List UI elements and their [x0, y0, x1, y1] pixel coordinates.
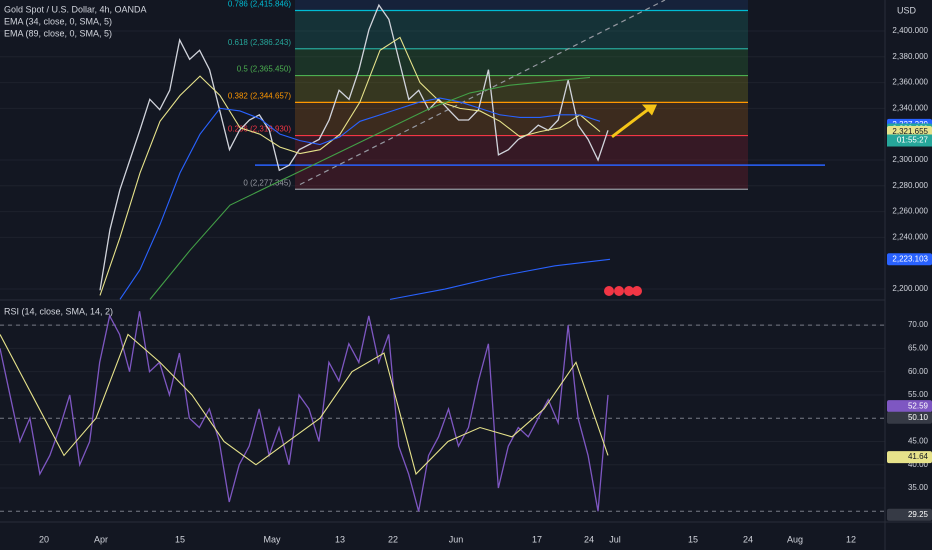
y-tick-label: 2,300.000	[892, 155, 928, 164]
x-tick-label: Aug	[787, 534, 803, 544]
arrow	[611, 108, 649, 138]
y-tick-label: 2,340.000	[892, 103, 928, 112]
rsi-title: RSI (14, close, SMA, 14, 2)	[4, 306, 113, 316]
fib-label: 0 (2,277.345)	[243, 178, 291, 187]
y-tick-label: 2,200.000	[892, 284, 928, 293]
series-line	[389, 258, 611, 300]
fib-zone	[295, 75, 748, 103]
x-tick-label: 13	[335, 534, 345, 544]
fib-label: 0.618 (2,386.243)	[228, 38, 291, 47]
fib-label: 0.5 (2,365.450)	[237, 65, 292, 74]
y-tick-label: 2,240.000	[892, 233, 928, 242]
x-tick-label: 12	[846, 534, 856, 544]
y-tick-label: 45.00	[908, 437, 929, 446]
price-badge-label: 29.25	[908, 510, 929, 519]
countdown-badge	[887, 134, 932, 147]
price-badge	[887, 400, 932, 413]
price-badge-label: 52.59	[908, 401, 929, 410]
x-tick-label: Jun	[449, 534, 464, 544]
series-line	[149, 76, 591, 300]
x-tick-label: 24	[584, 534, 594, 544]
price-badge-label: 2,321.655	[892, 127, 928, 136]
y-tick-label: 35.00	[908, 483, 929, 492]
price-badge	[887, 508, 932, 521]
event-icons[interactable]	[604, 286, 642, 296]
y-tick-label: 2,380.000	[892, 52, 928, 61]
fib-label: 0.786 (2,415.846)	[228, 0, 291, 9]
y-tick-label: 70.00	[908, 320, 929, 329]
price-badge-label: 50.10	[908, 413, 929, 422]
x-tick-label: 15	[175, 534, 185, 544]
x-tick-label: Apr	[94, 534, 108, 544]
legend-ema34: EMA (34, close, 0, SMA, 5)	[4, 16, 112, 26]
y-tick-label: 65.00	[908, 344, 929, 353]
symbol-title: Gold Spot / U.S. Dollar, 4h, OANDA	[4, 4, 147, 14]
series-line	[0, 333, 609, 476]
x-tick-label: 15	[688, 534, 698, 544]
series-line	[99, 36, 601, 296]
x-tick-label: 20	[39, 534, 49, 544]
price-badge	[887, 411, 932, 424]
fib-top-zone	[295, 0, 748, 11]
price-badge-label: 2,223.103	[892, 254, 928, 263]
fib-zone	[295, 48, 748, 76]
series-line	[99, 3, 609, 291]
fib-label: 0.236 (2,318.930)	[228, 125, 291, 134]
y-tick-label: 2,260.000	[892, 207, 928, 216]
x-tick-label: 24	[743, 534, 753, 544]
fib-zone	[295, 102, 748, 136]
x-tick-label: 22	[388, 534, 398, 544]
y-tick-label: 55.00	[908, 390, 929, 399]
y-tick-label: 2,360.000	[892, 78, 928, 87]
series-line	[119, 97, 601, 300]
countdown: 01:55:27	[897, 136, 929, 145]
price-badge	[887, 253, 932, 266]
price-badge-label: 41.64	[908, 452, 929, 461]
fib-label: 0.382 (2,344.657)	[228, 91, 291, 100]
currency[interactable]: USD	[897, 5, 917, 15]
x-tick-label: Jul	[609, 534, 621, 544]
arrow-head	[642, 104, 657, 116]
series-line	[0, 311, 609, 512]
x-tick-label: 17	[532, 534, 542, 544]
y-tick-label: 2,280.000	[892, 181, 928, 190]
price-badge	[887, 451, 932, 464]
y-tick-label: 40.00	[908, 460, 929, 469]
fib-zone	[295, 135, 748, 190]
x-tick-label: May	[263, 534, 281, 544]
fib-zone	[295, 10, 748, 49]
y-tick-label: 60.00	[908, 367, 929, 376]
y-tick-label: 2,400.000	[892, 26, 928, 35]
legend-ema89: EMA (89, close, 0, SMA, 5)	[4, 28, 112, 38]
